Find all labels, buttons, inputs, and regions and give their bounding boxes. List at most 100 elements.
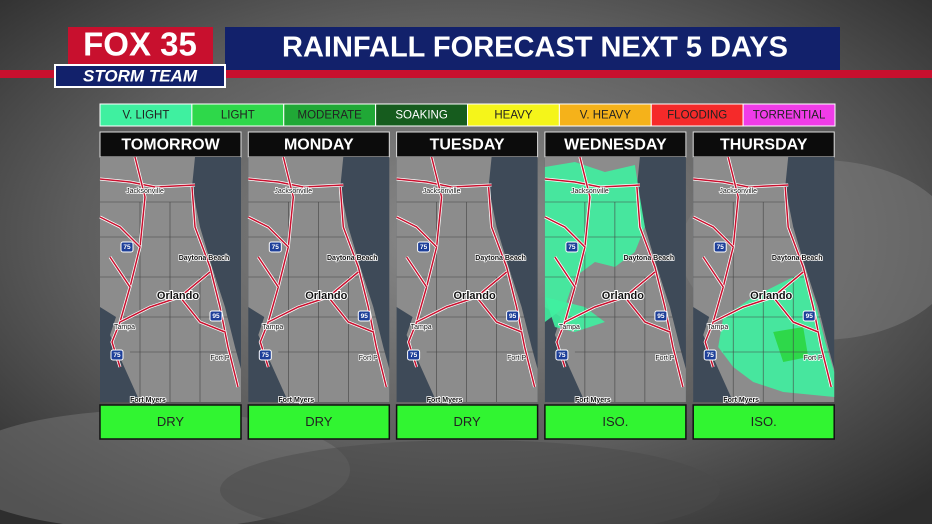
- city-label: Orlando: [157, 290, 199, 302]
- interstate-shield: [506, 310, 520, 322]
- interstate-label: 75: [410, 352, 418, 359]
- city-label: Tampa: [707, 324, 728, 331]
- interstate-label: 75: [123, 244, 131, 251]
- interstate-label: 75: [558, 352, 566, 359]
- logo-bg: [68, 27, 213, 64]
- legend-label: MODERATE: [298, 110, 363, 122]
- title: RAINFALL FORECAST NEXT 5 DAYS: [282, 32, 788, 64]
- outlook-label: ISO.: [602, 414, 628, 429]
- road: [564, 271, 656, 323]
- road: [487, 186, 536, 388]
- logo-bottom-bg: [54, 64, 226, 88]
- interstate-shield: [555, 349, 569, 361]
- day-header: [692, 131, 835, 158]
- outlook-box: [544, 404, 687, 440]
- land: [248, 157, 390, 402]
- city-label: Fort P: [507, 355, 526, 362]
- city-label: Fort P: [804, 355, 823, 362]
- city-label: Daytona Beach: [179, 255, 230, 262]
- road: [267, 271, 359, 323]
- interstate-label: 75: [707, 352, 715, 359]
- interstate-label: 75: [717, 244, 725, 251]
- day-label: TUESDAY: [430, 137, 505, 154]
- road: [257, 256, 279, 288]
- outlook-box: [99, 404, 242, 440]
- outlook-box: [692, 404, 835, 440]
- interstate-shield: [110, 349, 124, 361]
- forecast-panel: TUESDAY Jacksonville Daytona Beach Orlando T…: [395, 131, 539, 440]
- city-label: Orlando: [305, 290, 347, 302]
- legend-label: TORRENTIAL: [753, 110, 826, 122]
- city-label: Tampa: [559, 324, 580, 331]
- road: [327, 296, 374, 333]
- map: Jacksonville Daytona Beach Orlando Tampa For…: [247, 156, 390, 405]
- interstate-shield: [802, 310, 816, 322]
- day-label: TOMORROW: [121, 137, 220, 154]
- day-label: WEDNESDAY: [564, 137, 667, 154]
- legend-label: FLOODING: [667, 110, 727, 122]
- road: [772, 296, 819, 333]
- city-label: Orlando: [750, 290, 792, 302]
- forecast-panel: WEDNESDAY Jacksonville Daytona Beach Orland…: [544, 131, 687, 440]
- city-label: Jacksonville: [126, 188, 164, 195]
- day-label: MONDAY: [284, 137, 354, 154]
- logo-top: FOX 35: [83, 26, 197, 63]
- outlook-label: DRY: [157, 414, 185, 429]
- interstate-shield: [654, 310, 668, 322]
- outlook-box: [247, 404, 391, 440]
- day-header: [396, 131, 539, 158]
- outlook-label: DRY: [453, 414, 481, 429]
- header-stripe: [0, 70, 932, 78]
- road: [109, 256, 131, 288]
- road: [692, 216, 734, 248]
- road: [191, 186, 239, 388]
- legend-label: SOAKING: [395, 110, 447, 122]
- land: [100, 157, 241, 402]
- road: [476, 296, 522, 333]
- city-label: Tampa: [114, 324, 135, 331]
- city-label: Jacksonville: [423, 188, 461, 195]
- header-bar: [225, 27, 840, 70]
- road: [712, 271, 804, 323]
- day-header: [99, 131, 242, 158]
- land: [396, 157, 538, 402]
- interstate-shield: [258, 349, 272, 361]
- city-label: Tampa: [262, 324, 283, 331]
- outlook-label: DRY: [305, 414, 333, 429]
- road: [636, 186, 684, 388]
- city-label: Daytona Beach: [772, 255, 823, 262]
- interstate-shield: [565, 241, 579, 253]
- county-lines: [396, 201, 535, 402]
- city-label: Daytona Beach: [475, 255, 526, 262]
- road: [396, 216, 438, 248]
- logo-bottom: STORM TEAM: [83, 66, 198, 85]
- cloud: [220, 440, 720, 529]
- road: [624, 296, 671, 333]
- interstate-label: 95: [806, 313, 814, 320]
- road: [554, 256, 576, 288]
- city-label: Fort Myers: [130, 397, 166, 404]
- panels: TOMORROW Jacksonville Daytona Beach Orlando…: [99, 131, 835, 440]
- legend-label: HEAVY: [494, 110, 532, 122]
- legend-swatch: [742, 103, 836, 127]
- city-label: Fort P: [210, 355, 229, 362]
- legend: V. LIGHT LIGHT MODERATE SOAKING HEAVY V. HEAV…: [99, 103, 836, 127]
- interstate-label: 95: [509, 313, 517, 320]
- county-lines: [693, 201, 832, 402]
- county-lines: [100, 201, 238, 402]
- city-label: Fort Myers: [723, 397, 759, 404]
- interstate-label: 75: [272, 244, 280, 251]
- forecast-panel: TOMORROW Jacksonville Daytona Beach Orlando…: [99, 131, 242, 440]
- city-label: Orlando: [454, 290, 496, 302]
- interstate-label: 75: [568, 244, 576, 251]
- road: [339, 186, 388, 388]
- county-lines: [544, 201, 683, 402]
- outlook-label: ISO.: [751, 414, 777, 429]
- legend-label: V. HEAVY: [580, 110, 631, 122]
- map: Jacksonville Daytona Beach Orlando Tampa For…: [544, 156, 686, 405]
- interstate-shield: [703, 349, 717, 361]
- legend-label: LIGHT: [221, 110, 255, 122]
- day-label: THURSDAY: [720, 137, 808, 154]
- road: [544, 216, 586, 248]
- interstate-label: 75: [420, 244, 428, 251]
